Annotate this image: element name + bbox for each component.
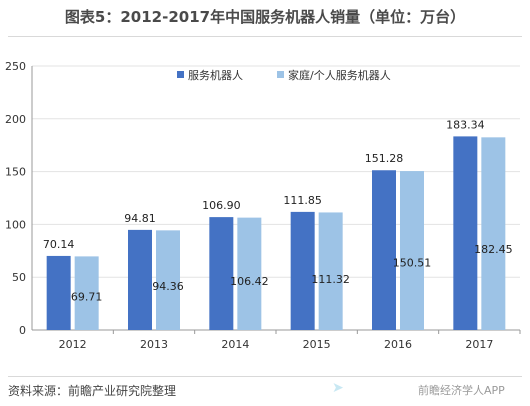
data-label: 111.32 xyxy=(311,273,350,286)
x-tick-label: 2015 xyxy=(303,338,331,351)
source-divider xyxy=(8,376,522,377)
bar-service-robot xyxy=(453,136,478,330)
y-tick-label: 250 xyxy=(5,60,26,73)
legend-swatch xyxy=(177,71,184,78)
bar-home-service-robot xyxy=(156,230,180,330)
data-label: 111.85 xyxy=(283,194,322,207)
data-label: 106.42 xyxy=(230,275,269,288)
data-label: 70.14 xyxy=(43,238,75,251)
x-tick-label: 2014 xyxy=(221,338,249,351)
source-note: 资料来源：前瞻产业研究院整理 xyxy=(8,384,177,398)
y-tick-label: 50 xyxy=(12,271,26,284)
legend-label: 家庭/个人服务机器人 xyxy=(288,68,391,82)
y-tick-label: 0 xyxy=(19,324,26,337)
x-tick-label: 2012 xyxy=(59,338,87,351)
bar-home-service-robot xyxy=(481,137,506,330)
data-label: 182.45 xyxy=(474,243,513,256)
data-label: 106.90 xyxy=(202,199,241,212)
data-label: 94.81 xyxy=(124,212,156,225)
watermark-arrow-icon: ➤ xyxy=(332,380,344,396)
data-label: 94.36 xyxy=(152,280,184,293)
bar-service-robot xyxy=(46,255,71,330)
data-label: 151.28 xyxy=(365,152,404,165)
bar-home-service-robot xyxy=(400,171,424,330)
y-tick-label: 100 xyxy=(5,218,26,231)
bar-chart: 0 50 100 150 200 250 2012 70.14 69.71 2013 94.81 94… xyxy=(5,60,521,351)
data-label: 150.51 xyxy=(393,256,432,269)
data-label: 69.71 xyxy=(71,291,103,304)
y-tick-label: 200 xyxy=(5,113,26,126)
chart-title: 图表5：2012-2017年中国服务机器人销量（单位：万台） xyxy=(64,8,466,26)
x-tick-label: 2013 xyxy=(140,338,168,351)
data-label: 183.34 xyxy=(446,118,485,131)
title-divider xyxy=(8,36,522,37)
watermark-text: 前瞻经济学人APP xyxy=(418,384,505,397)
bar-home-service-robot xyxy=(237,217,262,330)
bar-service-robot xyxy=(290,211,315,330)
legend-swatch xyxy=(277,71,284,78)
bar-service-robot xyxy=(128,229,152,330)
y-tick-label: 150 xyxy=(5,166,26,179)
bar-service-robot xyxy=(209,217,234,330)
bar-service-robot xyxy=(372,170,396,330)
legend-label: 服务机器人 xyxy=(188,68,243,82)
bar-home-service-robot xyxy=(74,256,99,330)
x-tick-label: 2016 xyxy=(384,338,412,351)
bar-home-service-robot xyxy=(318,212,343,330)
x-tick-label: 2017 xyxy=(465,338,493,351)
